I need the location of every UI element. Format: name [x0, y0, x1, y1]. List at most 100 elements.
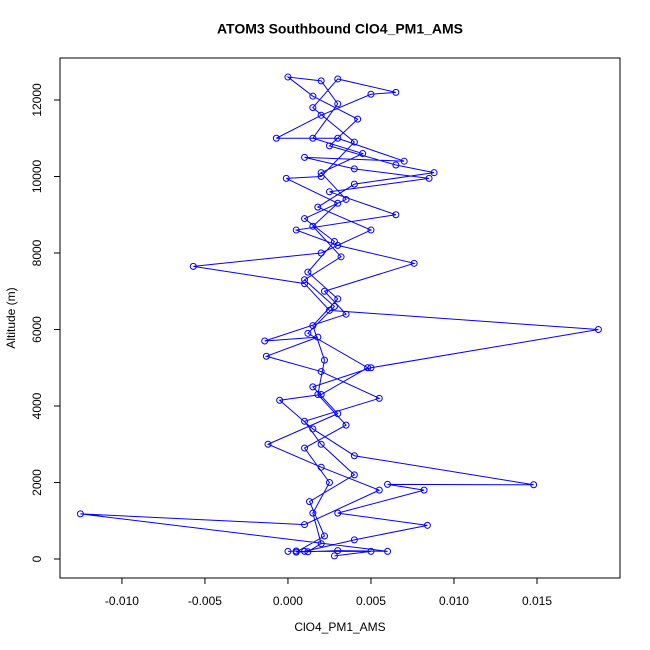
data-point — [334, 75, 342, 83]
data-point — [354, 115, 362, 123]
data-point — [392, 161, 400, 169]
data-point — [317, 391, 325, 399]
data-point — [367, 547, 375, 555]
data-point — [384, 480, 392, 488]
data-point — [301, 547, 309, 555]
data-point — [317, 169, 325, 177]
data-point — [350, 138, 358, 146]
data-point — [594, 325, 602, 333]
data-point — [330, 303, 338, 311]
data-point — [400, 157, 408, 165]
data-point — [276, 396, 284, 404]
x-tick-label: 0.005 — [356, 594, 386, 608]
y-tick-label: 8000 — [30, 239, 44, 266]
y-tick-label: 12000 — [30, 83, 44, 117]
data-point — [320, 532, 328, 540]
data-point — [334, 509, 342, 517]
data-point — [530, 481, 538, 489]
y-tick-label: 6000 — [30, 316, 44, 343]
data-point — [301, 417, 309, 425]
data-point — [309, 383, 317, 391]
data-point — [309, 425, 317, 433]
y-tick-label: 0 — [30, 555, 44, 562]
data-point — [317, 440, 325, 448]
data-point — [309, 92, 317, 100]
data-point — [76, 510, 84, 518]
x-tick-label: 0.015 — [522, 594, 552, 608]
data-point — [375, 394, 383, 402]
data-point — [317, 172, 325, 180]
data-point — [262, 352, 270, 360]
data-point — [325, 188, 333, 196]
data-point — [272, 134, 280, 142]
data-point — [304, 268, 312, 276]
data-point — [314, 203, 322, 211]
data-point — [314, 333, 322, 341]
data-point — [330, 552, 338, 560]
data-point — [309, 134, 317, 142]
data-point — [284, 547, 292, 555]
data-point — [317, 463, 325, 471]
data-point — [334, 100, 342, 108]
data-point — [334, 241, 342, 249]
data-point — [334, 410, 342, 418]
data-point — [309, 509, 317, 517]
y-tick-label: 2000 — [30, 469, 44, 496]
data-point — [320, 287, 328, 295]
data-point — [304, 329, 312, 337]
data-point — [425, 174, 433, 182]
data-point — [306, 498, 314, 506]
data-point — [282, 174, 290, 182]
data-point — [430, 169, 438, 177]
data-point — [301, 215, 309, 223]
data-point — [301, 153, 309, 161]
data-point — [334, 295, 342, 303]
data-point — [342, 195, 350, 203]
data-line — [80, 76, 599, 557]
data-point — [342, 310, 350, 318]
data-point — [410, 259, 418, 267]
data-point — [375, 486, 383, 494]
data-point — [342, 421, 350, 429]
data-point — [350, 471, 358, 479]
data-point — [325, 306, 333, 314]
data-point — [261, 337, 269, 345]
plot-frame — [59, 57, 621, 579]
data-point — [392, 211, 400, 219]
data-point — [359, 150, 367, 158]
data-point — [334, 547, 342, 555]
data-point — [317, 111, 325, 119]
y-tick-label: 4000 — [30, 392, 44, 419]
data-point — [317, 77, 325, 85]
data-point — [384, 547, 392, 555]
data-point — [301, 280, 309, 288]
data-point — [309, 322, 317, 330]
data-point — [301, 276, 309, 284]
data-point — [367, 364, 375, 372]
data-point — [350, 165, 358, 173]
y-axis-label: Altitude (m) — [4, 287, 18, 348]
chart-title: ATOM3 Southbound ClO4_PM1_AMS — [217, 21, 463, 37]
data-point — [337, 253, 345, 261]
data-point — [309, 222, 317, 230]
data-point — [317, 368, 325, 376]
data-point — [309, 104, 317, 112]
x-tick-label: 0.010 — [439, 594, 469, 608]
data-point — [292, 548, 300, 556]
x-tick-label: -0.005 — [188, 594, 222, 608]
data-point — [325, 142, 333, 150]
data-point — [367, 90, 375, 98]
x-axis-label: ClO4_PM1_AMS — [294, 620, 385, 634]
data-point — [334, 199, 342, 207]
data-point — [264, 440, 272, 448]
data-point — [284, 73, 292, 81]
data-point — [301, 521, 309, 529]
x-tick-label: 0.000 — [273, 594, 303, 608]
data-point — [350, 180, 358, 188]
data-point — [304, 548, 312, 556]
data-point — [423, 521, 431, 529]
data-point — [325, 478, 333, 486]
x-tick-label: -0.010 — [105, 594, 139, 608]
data-point — [420, 486, 428, 494]
